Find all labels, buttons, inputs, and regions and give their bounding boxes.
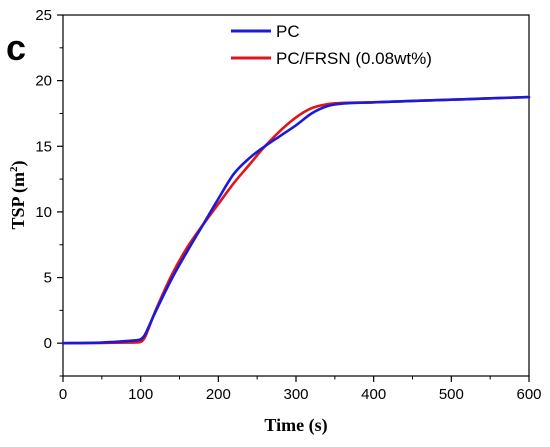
y-tick-label: 15 bbox=[35, 138, 52, 155]
x-tick-label: 200 bbox=[206, 386, 231, 403]
series-lines bbox=[61, 95, 531, 345]
plot-frame bbox=[62, 14, 530, 377]
x-tick-label: 100 bbox=[128, 386, 153, 403]
legend-label-pc: PC bbox=[276, 22, 300, 41]
panel-label: c bbox=[6, 27, 26, 68]
plot-area: 0 100 200 300 400 500 600 0 5 10 15 20 25 bbox=[35, 7, 541, 403]
series-line-pc bbox=[61, 95, 531, 345]
x-tick-label: 500 bbox=[439, 386, 464, 403]
y-axis-title-main: TSP (m bbox=[8, 172, 29, 230]
y-tick-label: 5 bbox=[44, 270, 52, 287]
x-tick-label: 300 bbox=[283, 386, 308, 403]
legend-label-pc-frsn: PC/FRSN (0.08wt%) bbox=[276, 49, 432, 68]
y-axis-title-superscript: 2 bbox=[8, 166, 20, 172]
x-tick-label: 600 bbox=[516, 386, 541, 403]
y-tick-label: 0 bbox=[44, 335, 52, 352]
legend: PC PC/FRSN (0.08wt%) bbox=[231, 22, 432, 68]
axis-ticks: 0 100 200 300 400 500 600 0 5 10 15 20 25 bbox=[35, 7, 541, 403]
y-tick-label: 10 bbox=[35, 204, 52, 221]
x-axis-title: Time (s) bbox=[264, 415, 327, 436]
x-tick-label: 400 bbox=[361, 386, 386, 403]
y-tick-label: 25 bbox=[35, 7, 52, 24]
y-axis-title: TSP (m2) bbox=[8, 160, 29, 229]
series-line-pc-frsn bbox=[61, 95, 531, 345]
x-tick-label: 0 bbox=[59, 386, 67, 403]
y-axis-title-close: ) bbox=[8, 160, 29, 166]
y-tick-label: 20 bbox=[35, 73, 52, 90]
